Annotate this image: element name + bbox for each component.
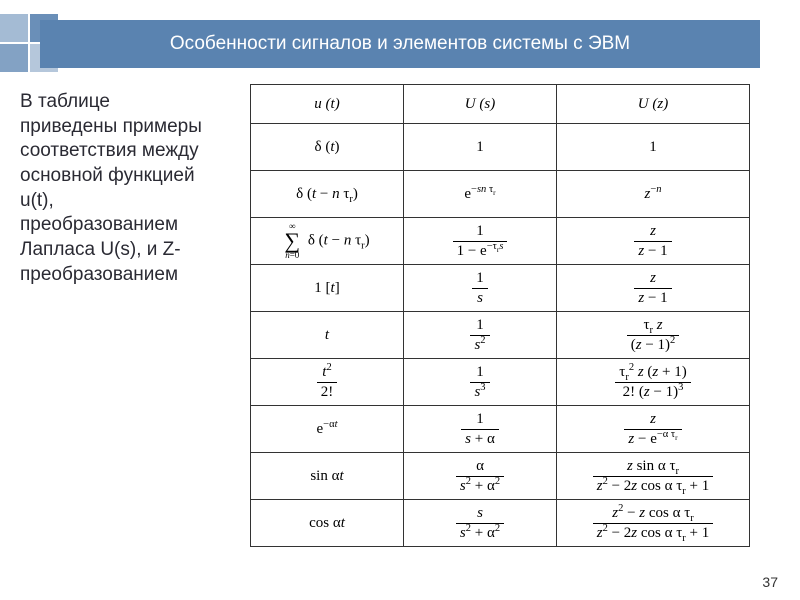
table-cell: ∞∑n=0 δ (t − n τr) <box>251 218 404 265</box>
col-header-ut: u (t) <box>251 85 404 124</box>
table-cell: sin αt <box>251 453 404 500</box>
table-row: δ (t)11 <box>251 124 750 171</box>
slide-body: В таблице приведены примеры соответствия… <box>20 84 780 570</box>
table-cell: zz − 1 <box>557 265 750 312</box>
table-cell: 1 [t] <box>251 265 404 312</box>
table-cell: δ (t − n τr) <box>251 171 404 218</box>
slide-title: Особенности сигналов и элементов системы… <box>170 33 630 55</box>
table-cell: z−n <box>557 171 750 218</box>
table-cell: 1s2 <box>404 312 557 359</box>
table-row: t22!1s3τr2 z (z + 1)2! (z − 1)3 <box>251 359 750 406</box>
page-number: 37 <box>762 574 778 590</box>
col-header-uz: U (z) <box>557 85 750 124</box>
table-header-row: u (t) U (s) U (z) <box>251 85 750 124</box>
transform-table-wrap: u (t) U (s) U (z) δ (t)11δ (t − n τr)e−s… <box>220 84 780 570</box>
table-row: sin αtαs2 + α2z sin α τrz2 − 2z cos α τr… <box>251 453 750 500</box>
decor-square <box>0 44 28 72</box>
decor-square <box>0 14 28 42</box>
table-cell: 1s + α <box>404 406 557 453</box>
table-cell: e−sn τr <box>404 171 557 218</box>
table-cell: 11 − e−τrs <box>404 218 557 265</box>
table-row: δ (t − n τr)e−sn τrz−n <box>251 171 750 218</box>
slide-title-bar: Особенности сигналов и элементов системы… <box>40 20 760 68</box>
table-cell: δ (t) <box>251 124 404 171</box>
table-cell: t <box>251 312 404 359</box>
table-cell: 1s3 <box>404 359 557 406</box>
table-cell: zz − 1 <box>557 218 750 265</box>
table-cell: 1 <box>557 124 750 171</box>
table-cell: t22! <box>251 359 404 406</box>
table-cell: z2 − z cos α τrz2 − 2z cos α τr + 1 <box>557 500 750 547</box>
table-cell: cos αt <box>251 500 404 547</box>
table-cell: τr z(z − 1)2 <box>557 312 750 359</box>
table-row: e−αt1s + αzz − e−α τr <box>251 406 750 453</box>
table-cell: z sin α τrz2 − 2z cos α τr + 1 <box>557 453 750 500</box>
col-header-us: U (s) <box>404 85 557 124</box>
table-row: t1s2τr z(z − 1)2 <box>251 312 750 359</box>
table-row: ∞∑n=0 δ (t − n τr)11 − e−τrszz − 1 <box>251 218 750 265</box>
description-text: В таблице приведены примеры соответствия… <box>20 84 220 570</box>
table-cell: τr2 z (z + 1)2! (z − 1)3 <box>557 359 750 406</box>
table-row: 1 [t]1szz − 1 <box>251 265 750 312</box>
table-cell: zz − e−α τr <box>557 406 750 453</box>
table-cell: 1s <box>404 265 557 312</box>
table-cell: 1 <box>404 124 557 171</box>
table-cell: e−αt <box>251 406 404 453</box>
table-cell: ss2 + α2 <box>404 500 557 547</box>
table-row: cos αtss2 + α2z2 − z cos α τrz2 − 2z cos… <box>251 500 750 547</box>
table-cell: αs2 + α2 <box>404 453 557 500</box>
transform-table: u (t) U (s) U (z) δ (t)11δ (t − n τr)e−s… <box>250 84 750 547</box>
